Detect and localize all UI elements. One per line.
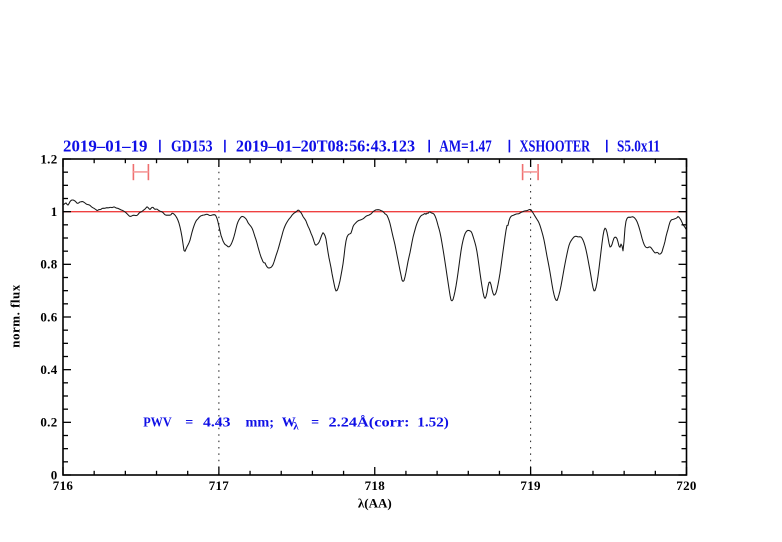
svg-text:=: =: [185, 416, 193, 431]
svg-text:0: 0: [51, 467, 58, 482]
svg-text:0.4: 0.4: [40, 362, 57, 377]
svg-text:2019–01–20T08:56:43.123: 2019–01–20T08:56:43.123: [236, 137, 415, 156]
svg-text:4.43: 4.43: [203, 416, 231, 431]
svg-text:2019–01–19: 2019–01–19: [63, 137, 148, 156]
svg-text:XSHOOTER: XSHOOTER: [520, 137, 592, 156]
svg-text:norm. flux: norm. flux: [8, 284, 23, 348]
svg-text:716: 716: [53, 478, 74, 493]
svg-text:1: 1: [51, 204, 58, 219]
svg-text:=: =: [311, 416, 319, 431]
svg-text:mm;: mm;: [246, 416, 275, 431]
svg-text:PWV: PWV: [143, 416, 172, 431]
svg-text:1.52): 1.52): [417, 416, 449, 431]
svg-text:AM=1.47: AM=1.47: [439, 137, 492, 156]
svg-text:0.8: 0.8: [40, 257, 57, 272]
svg-text:719: 719: [520, 478, 541, 493]
svg-text:GD153: GD153: [171, 137, 213, 156]
svg-text:W: W: [282, 416, 296, 431]
svg-text:0.6: 0.6: [40, 309, 57, 324]
svg-text:0.2: 0.2: [40, 415, 57, 430]
svg-text:720: 720: [676, 478, 696, 493]
svg-text:2.24Å(corr:: 2.24Å(corr:: [329, 415, 410, 431]
svg-text:λ: λ: [293, 421, 299, 433]
svg-text:718: 718: [365, 478, 386, 493]
svg-text:717: 717: [209, 478, 230, 493]
svg-text:λ(AA): λ(AA): [358, 496, 392, 511]
svg-text:S5.0x11: S5.0x11: [617, 137, 660, 156]
svg-text:1.2: 1.2: [40, 151, 57, 166]
